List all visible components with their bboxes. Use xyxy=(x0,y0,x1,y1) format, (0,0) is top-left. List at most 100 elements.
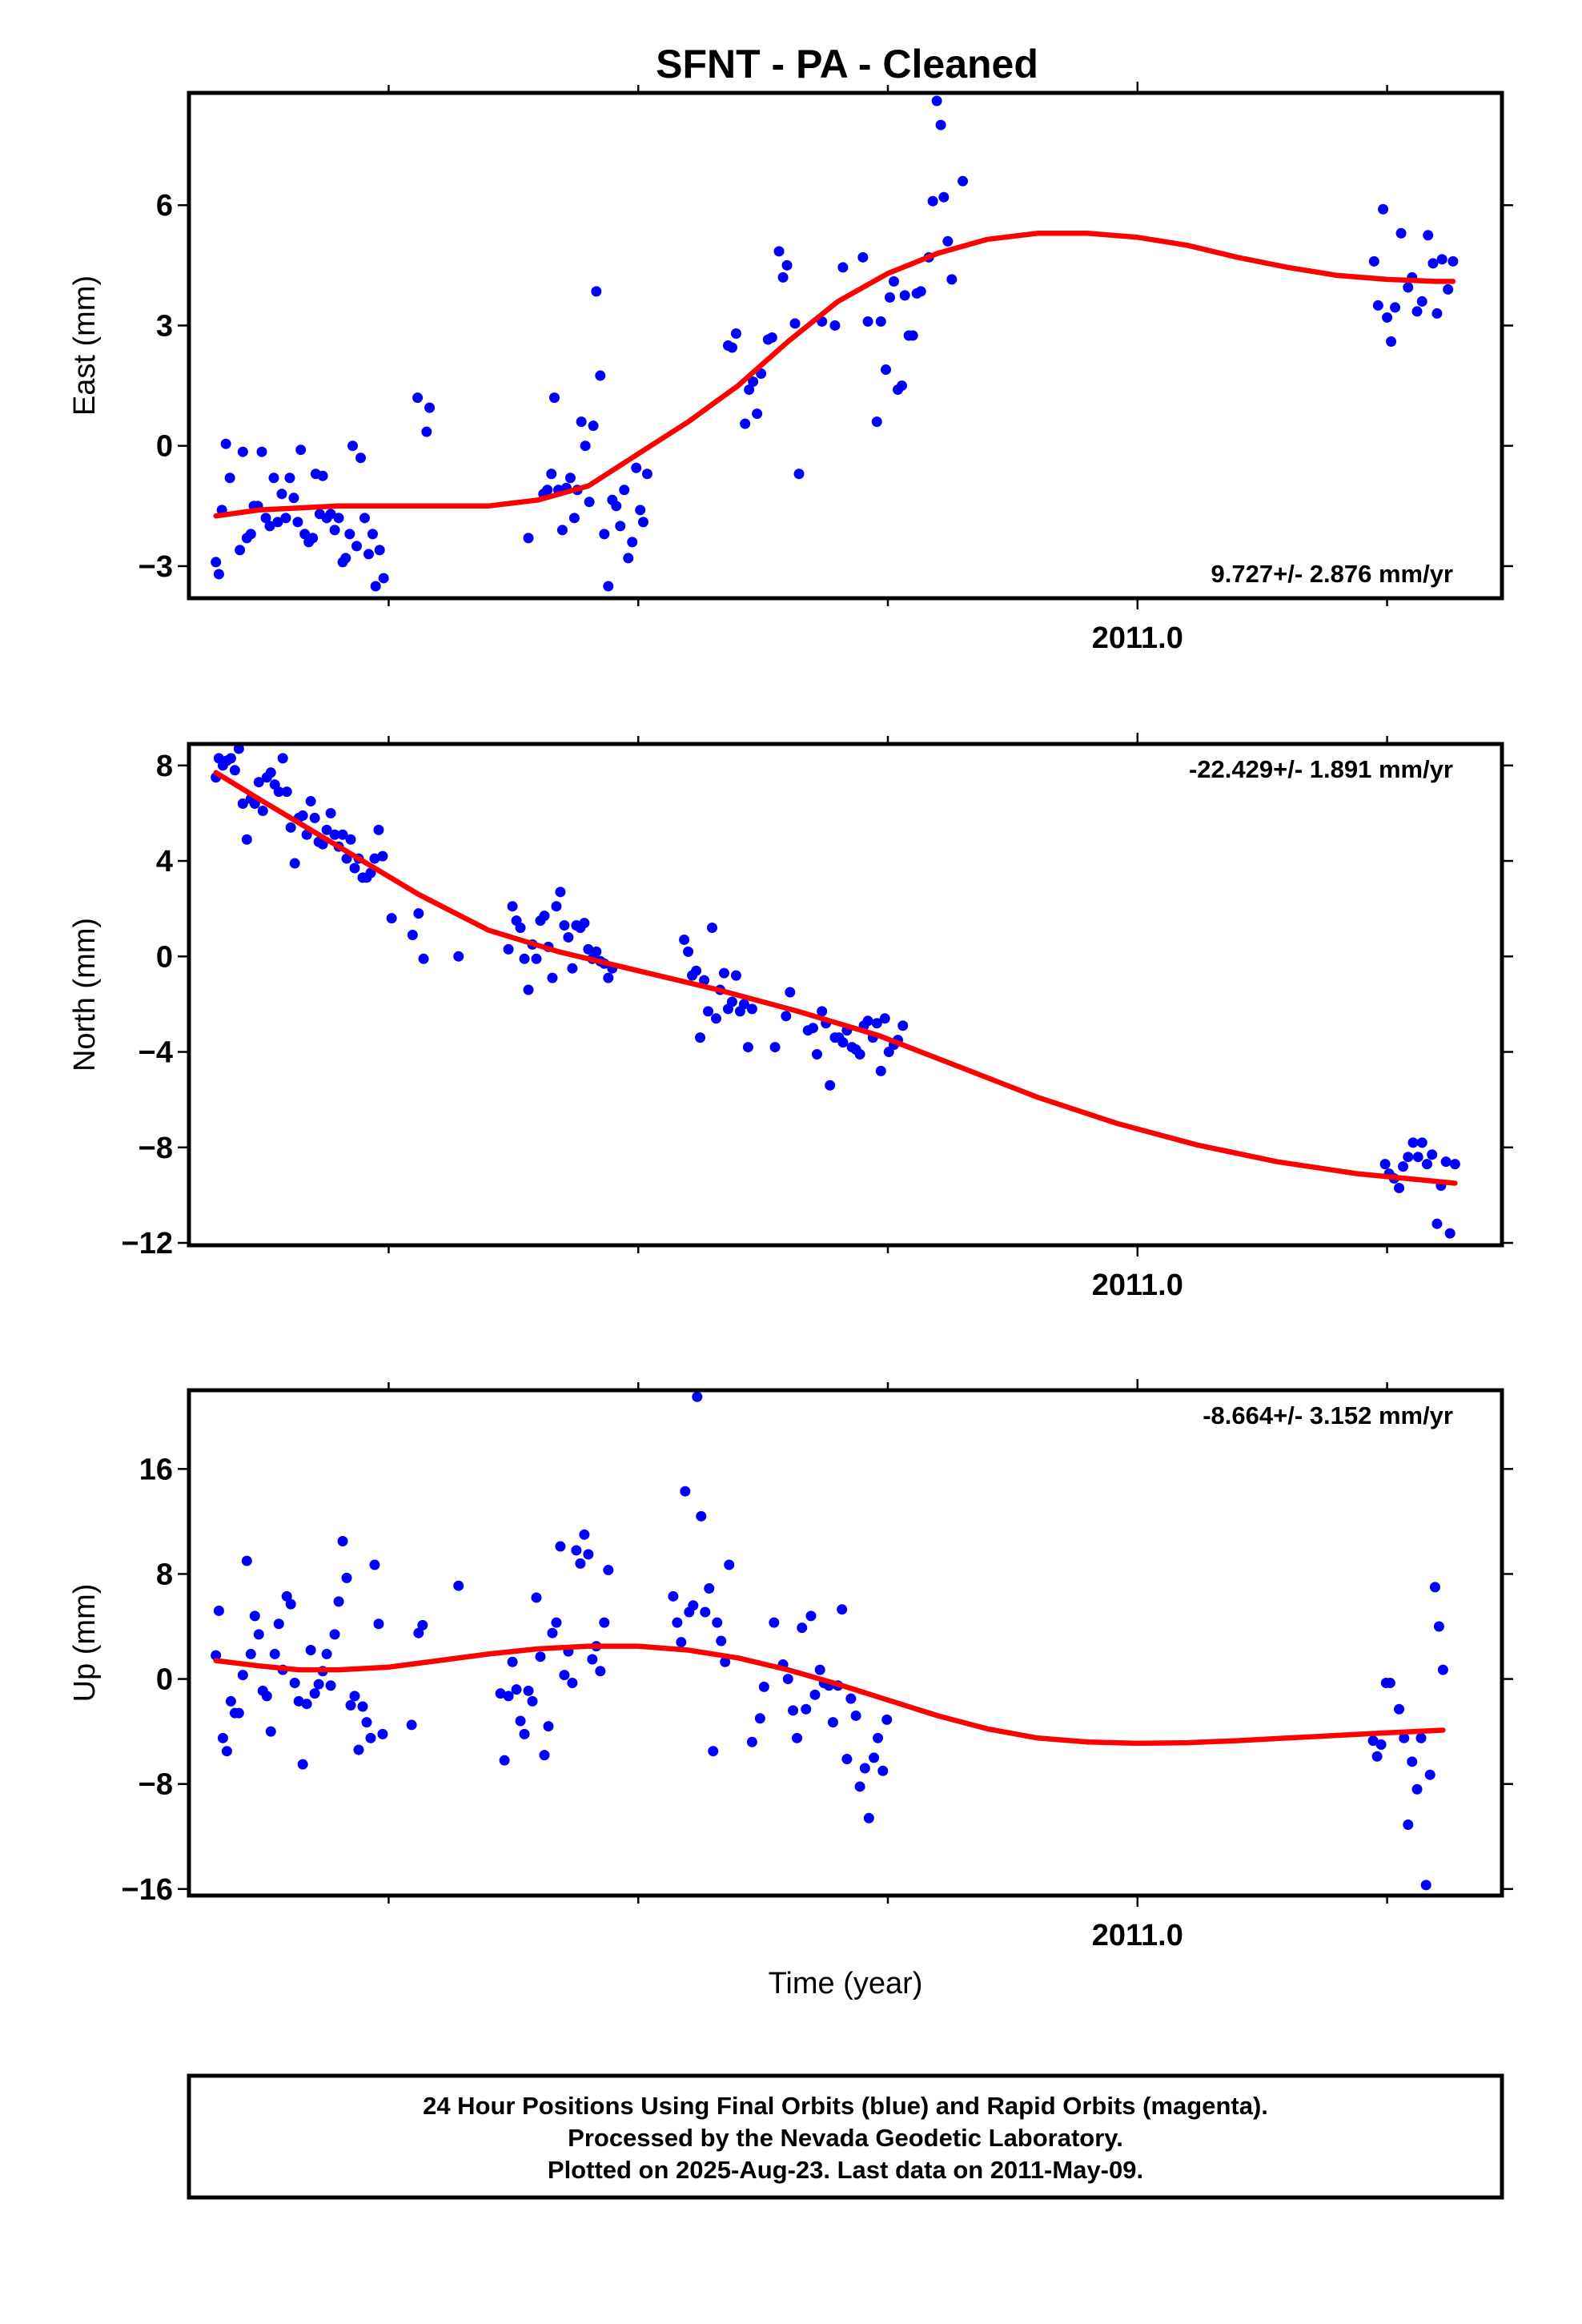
up-data-point xyxy=(233,1707,244,1719)
up-data-point xyxy=(837,1604,848,1615)
up-data-point xyxy=(845,1693,857,1704)
up-data-point xyxy=(1407,1756,1418,1767)
up-data-point xyxy=(559,1670,570,1681)
up-data-point xyxy=(1367,1735,1379,1747)
up-data-point xyxy=(531,1592,542,1603)
north-data-point xyxy=(241,834,252,845)
up-data-point xyxy=(854,1781,865,1792)
north-data-point xyxy=(1416,1137,1427,1148)
east-data-point xyxy=(915,286,926,297)
east-data-point xyxy=(938,191,950,203)
north-data-point xyxy=(817,1006,828,1017)
north-data-point xyxy=(707,923,718,934)
north-data-point xyxy=(683,946,694,957)
east-data-point xyxy=(1395,227,1407,239)
up-data-point xyxy=(801,1703,812,1715)
east-data-point xyxy=(1427,258,1439,269)
north-data-point xyxy=(345,834,356,845)
east-data-point xyxy=(615,521,626,532)
up-data-point xyxy=(873,1732,884,1743)
up-data-point xyxy=(1420,1880,1431,1891)
up-data-point xyxy=(1429,1582,1440,1593)
north-data-point xyxy=(519,953,530,964)
east-data-point xyxy=(730,328,741,339)
east-data-point xyxy=(355,452,367,464)
east-data-point xyxy=(773,246,785,257)
east-data-point xyxy=(272,517,283,528)
east-data-point xyxy=(299,529,311,540)
north-ytick-label: −4 xyxy=(139,1036,173,1070)
east-data-point xyxy=(329,525,340,536)
north-data-point xyxy=(691,965,702,976)
east-data-point xyxy=(292,517,303,528)
up-data-point xyxy=(341,1572,352,1583)
east-data-point xyxy=(871,416,882,428)
north-data-point xyxy=(1403,1152,1414,1163)
east-data-point xyxy=(220,438,231,449)
east-data-point xyxy=(927,195,938,207)
east-data-point xyxy=(347,440,359,452)
up-axis-label-y: Up (mm) xyxy=(68,1584,102,1703)
up-data-point xyxy=(754,1713,765,1724)
north-data-point xyxy=(742,1042,753,1053)
up-ytick-label: 16 xyxy=(139,1453,173,1486)
east-data-point xyxy=(584,497,595,508)
footer-line-2: Processed by the Nevada Geodetic Laborat… xyxy=(568,2124,1123,2152)
up-data-point xyxy=(567,1677,578,1688)
up-data-point xyxy=(716,1635,727,1647)
east-data-point xyxy=(576,416,587,428)
up-data-point xyxy=(599,1617,610,1628)
east-data-point xyxy=(857,251,869,263)
east-data-point xyxy=(580,440,591,452)
east-data-point xyxy=(726,342,737,353)
north-data-point xyxy=(285,822,296,833)
page-title: SFNT - PA - Cleaned xyxy=(656,42,1038,86)
east-ytick-label: 0 xyxy=(156,430,173,464)
north-data-point xyxy=(418,953,429,964)
east-data-point xyxy=(631,462,642,473)
up-data-point xyxy=(503,1691,514,1702)
up-data-point xyxy=(265,1726,276,1737)
north-data-point xyxy=(718,967,729,979)
east-data-point xyxy=(235,545,246,556)
north-data-point xyxy=(1394,1182,1405,1193)
east-data-point xyxy=(424,402,436,413)
east-data-point xyxy=(548,392,560,404)
north-data-point xyxy=(531,953,542,964)
up-data-point xyxy=(321,1648,332,1659)
north-data-point xyxy=(591,946,602,957)
east-data-point xyxy=(907,330,918,341)
up-data-point xyxy=(221,1746,232,1757)
east-data-point xyxy=(351,541,363,552)
up-data-point xyxy=(1399,1732,1410,1743)
up-data-point xyxy=(309,1688,320,1699)
east-data-point xyxy=(931,95,942,107)
north-data-point xyxy=(547,972,558,983)
east-data-point xyxy=(333,513,344,524)
up-data-point xyxy=(841,1754,853,1765)
up-fit-line xyxy=(213,1643,1446,1747)
north-data-point xyxy=(1379,1159,1391,1170)
east-data-point xyxy=(224,472,235,484)
north-ytick-label: −12 xyxy=(122,1227,173,1261)
up-data-point xyxy=(583,1549,594,1560)
up-data-point xyxy=(587,1654,598,1665)
up-data-point xyxy=(237,1670,248,1681)
east-data-point xyxy=(623,553,634,564)
up-data-point xyxy=(1437,1664,1448,1675)
east-data-point xyxy=(611,501,622,512)
up-data-point xyxy=(539,1750,550,1761)
east-data-point xyxy=(1390,302,1401,313)
north-ytick-label: −8 xyxy=(139,1132,173,1165)
east-data-point xyxy=(340,553,351,564)
east-data-point xyxy=(619,485,630,496)
east-data-point xyxy=(568,513,580,524)
north-data-point xyxy=(1427,1149,1438,1160)
east-data-point xyxy=(256,446,267,457)
east-data-point xyxy=(766,332,777,343)
up-data-point xyxy=(253,1629,264,1640)
north-fit-line xyxy=(213,770,1458,1186)
north-xtick-label: 2011.0 xyxy=(1092,1269,1183,1302)
north-rate-annotation: -22.429+/- 1.891 mm/yr xyxy=(1189,755,1453,783)
